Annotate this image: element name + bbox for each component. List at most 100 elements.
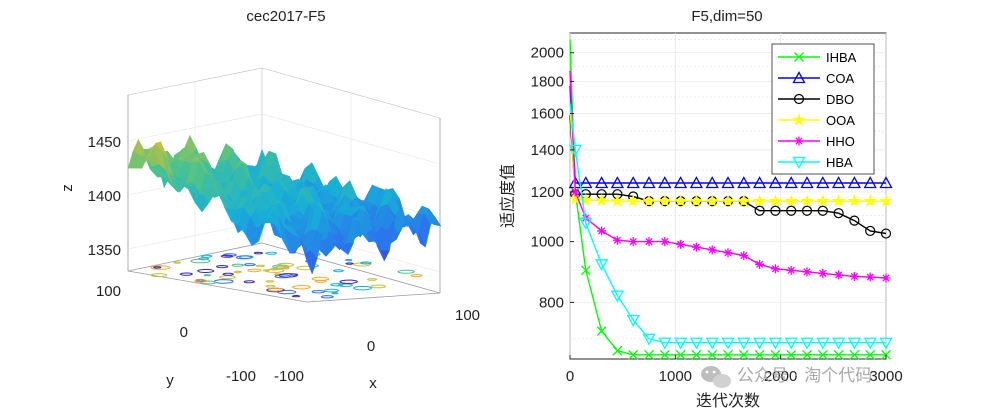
contour-line — [243, 263, 257, 267]
contour-line — [370, 284, 387, 289]
data-point — [879, 337, 893, 350]
contour-line — [330, 283, 344, 287]
data-point — [610, 194, 625, 207]
data-point — [800, 337, 814, 350]
data-point — [689, 176, 703, 189]
data-point — [849, 215, 860, 226]
series-line — [569, 85, 886, 184]
data-point — [675, 349, 686, 360]
data-point — [674, 176, 688, 189]
data-point — [753, 337, 767, 350]
data-point — [568, 191, 583, 205]
data-point — [628, 349, 639, 360]
data-point — [691, 242, 701, 252]
contour-line — [262, 269, 270, 272]
data-point — [597, 226, 607, 236]
y-tick-label: 0 — [180, 324, 188, 341]
contour-line — [247, 268, 262, 273]
surface-mesh — [127, 134, 442, 275]
data-point — [570, 187, 580, 197]
contour-line — [352, 285, 373, 291]
data-point — [642, 194, 656, 207]
contour-line — [360, 261, 372, 265]
data-point — [817, 349, 828, 360]
contour-line — [323, 288, 340, 293]
data-point — [831, 194, 846, 207]
data-point — [628, 237, 638, 247]
x-tick-label: 1000 — [659, 368, 692, 385]
x-axis-label: x — [369, 375, 377, 392]
data-point — [673, 194, 688, 207]
contour-line — [333, 269, 345, 273]
data-point — [863, 176, 877, 189]
data-point — [833, 349, 844, 360]
data-point — [737, 337, 751, 350]
data-point — [818, 268, 828, 278]
series-hho — [569, 70, 891, 283]
contour-line — [267, 287, 284, 292]
contour-line — [215, 264, 229, 269]
data-point — [754, 205, 765, 216]
legend-label: HBA — [826, 155, 853, 170]
y-tick-label: 100 — [96, 283, 121, 300]
data-point — [705, 194, 719, 207]
legend-marker — [792, 112, 806, 126]
data-point — [833, 208, 844, 219]
data-point — [770, 205, 781, 216]
contour-line — [243, 280, 256, 284]
contour-line — [265, 268, 285, 273]
contour-line — [233, 270, 243, 274]
contour-line — [173, 261, 182, 264]
data-point — [595, 176, 609, 189]
contour-line — [213, 279, 234, 284]
data-point — [626, 314, 640, 327]
data-point — [595, 259, 609, 272]
data-point — [737, 194, 751, 207]
surface-title: cec2017-F5 — [246, 8, 325, 25]
contour-line — [194, 279, 208, 283]
z-tick-label: 1400 — [88, 188, 121, 205]
data-point — [642, 333, 656, 346]
data-point — [849, 271, 859, 281]
data-point — [800, 194, 814, 207]
data-point — [786, 349, 797, 360]
data-point — [768, 176, 782, 189]
legend-label: DBO — [826, 92, 854, 107]
data-point — [865, 272, 875, 282]
data-point — [752, 194, 767, 207]
x-tick-label: 3000 — [869, 368, 902, 385]
y-tick-label: -100 — [226, 368, 256, 385]
legend-box — [771, 43, 875, 175]
y-tick-label: 800 — [539, 294, 564, 311]
data-point — [707, 245, 717, 255]
contour-line — [222, 253, 237, 257]
data-point — [816, 194, 830, 207]
contour-line — [153, 266, 162, 269]
x-axis: -100 0 100 x — [274, 307, 480, 392]
contour-line — [291, 284, 312, 290]
contour-line — [353, 262, 372, 267]
data-point — [784, 176, 798, 189]
surface-plot: cec2017-F5 1450 1400 1350 z 100 0 — [59, 8, 480, 392]
surface-patch — [299, 238, 313, 275]
data-point — [817, 205, 828, 216]
contour-line — [276, 262, 295, 267]
legend-label: COA — [826, 71, 855, 86]
data-point — [786, 205, 797, 216]
data-point — [707, 349, 718, 360]
watermark-text: 公众号 · 淘个代码 — [737, 366, 872, 386]
convergence-plot: F5,dim=50 800 1000 1200 1400 1600 1800 2000 0 10… — [498, 8, 903, 410]
watermark: 公众号 · 淘个代码 — [701, 366, 872, 388]
data-point — [849, 349, 860, 360]
contour-line — [339, 279, 359, 284]
x-tick-label: 0 — [367, 338, 375, 355]
data-point — [802, 349, 812, 360]
series-coa — [568, 85, 893, 189]
legend-marker — [793, 93, 805, 105]
data-point — [863, 337, 877, 350]
data-point — [784, 194, 798, 207]
data-point — [755, 259, 765, 269]
z-tick-label: 1450 — [88, 134, 121, 151]
data-point — [594, 193, 609, 207]
data-point — [579, 176, 593, 189]
